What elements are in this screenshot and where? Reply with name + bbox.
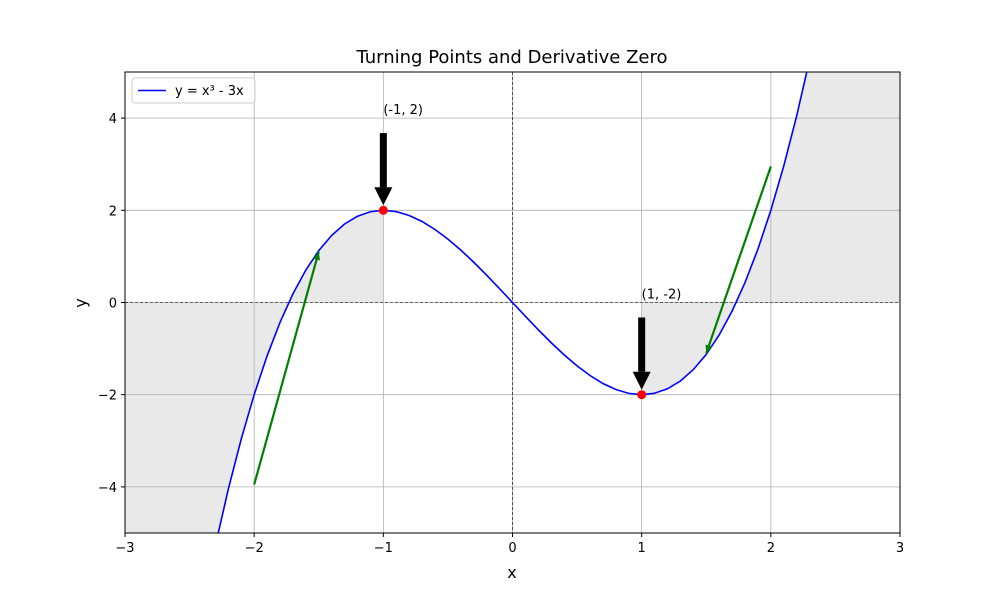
x-tick-label: −2 xyxy=(245,541,264,556)
y-tick-label: −2 xyxy=(98,389,117,404)
x-tick-label: 0 xyxy=(508,541,516,556)
x-tick-label: 3 xyxy=(896,541,904,556)
annotation-text: (1, -2) xyxy=(642,288,682,303)
tangent-arrow xyxy=(705,166,772,354)
turning-point xyxy=(378,205,388,215)
y-tick-label: 2 xyxy=(109,204,117,219)
turning-point xyxy=(637,390,647,400)
annotation-text: (-1, 2) xyxy=(383,103,423,118)
annotation-arrow-head xyxy=(374,187,393,206)
y-tick-label: 4 xyxy=(109,112,117,127)
x-tick-label: −3 xyxy=(115,541,134,556)
y-axis-label: y xyxy=(71,298,90,307)
x-tick-label: −1 xyxy=(374,541,393,556)
series-line xyxy=(217,72,808,533)
tangent-arrow xyxy=(253,251,320,485)
y-tick-label: −4 xyxy=(98,481,117,496)
tangent-arrow-head xyxy=(705,344,713,354)
chart-title: Turning Points and Derivative Zero xyxy=(355,47,667,68)
x-axis-label: x xyxy=(507,563,516,582)
y-tick-label: 0 xyxy=(109,297,117,312)
tangent-arrow-head xyxy=(313,251,320,261)
annotation-arrow xyxy=(379,133,387,188)
legend-label: y = x³ - 3x xyxy=(175,84,244,99)
annotation-arrow xyxy=(638,317,646,372)
x-tick-label: 1 xyxy=(638,541,646,556)
x-tick-label: 2 xyxy=(767,541,775,556)
annotation-arrow-head xyxy=(632,371,651,390)
legend-box xyxy=(131,77,256,104)
